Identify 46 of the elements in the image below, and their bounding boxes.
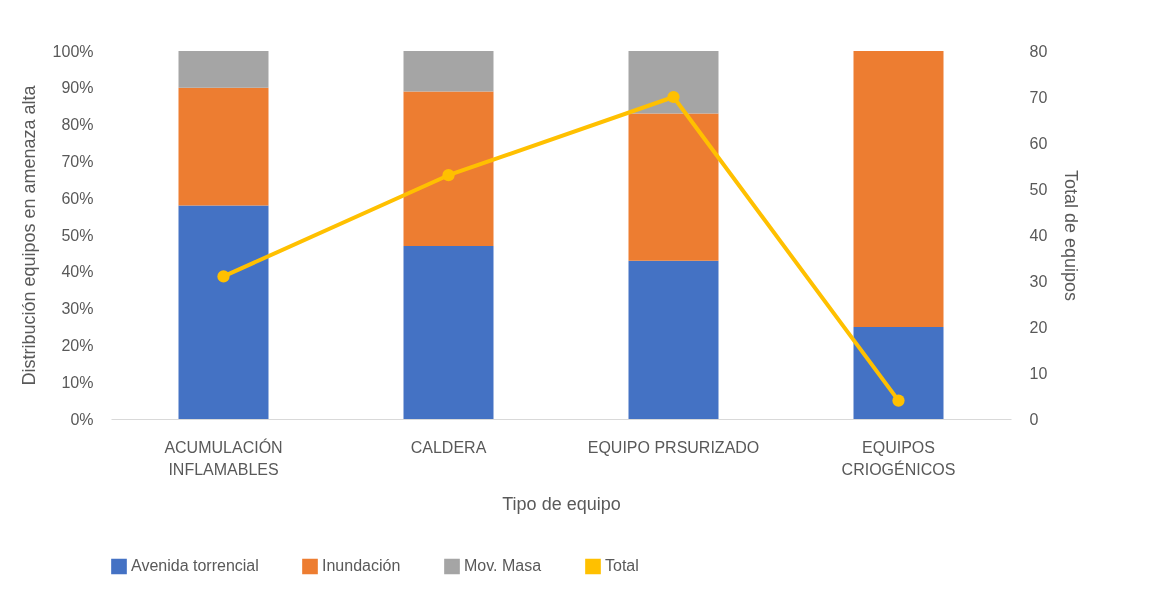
x-tick-label: EQUIPOS CRIOGÉNICOS xyxy=(841,438,956,478)
bar xyxy=(178,51,269,88)
y2-tick-label: 50 xyxy=(1029,180,1048,198)
y-tick-label: 40% xyxy=(61,263,94,281)
y-tick-label: 80% xyxy=(61,116,94,134)
x-tick-label: EQUIPO PRSURIZADO xyxy=(587,438,760,456)
y-tick-label: 20% xyxy=(61,336,94,354)
y-axis-title: Distribución equipos en amenaza alta xyxy=(18,84,39,386)
bar xyxy=(178,87,269,206)
bar xyxy=(178,205,269,419)
y-tick-label: 0% xyxy=(70,410,94,428)
y-tick-label: 10% xyxy=(61,373,94,391)
bar xyxy=(628,51,719,114)
y-tick-label: 50% xyxy=(61,226,94,244)
bar xyxy=(853,51,944,327)
y-tick-label: 30% xyxy=(61,300,94,318)
point xyxy=(217,270,230,283)
legend-label: Inundación xyxy=(322,557,401,575)
legend-label: Avenida torrencial xyxy=(131,557,259,575)
y-tick-label: 90% xyxy=(61,79,94,97)
y2-tick-label: 80 xyxy=(1029,42,1048,60)
y2-tick-label: 40 xyxy=(1029,226,1048,244)
point xyxy=(442,169,455,182)
y2-tick-label: 30 xyxy=(1029,272,1048,290)
x-axis-title: Tipo de equipo xyxy=(502,493,621,514)
y2-tick-label: 0 xyxy=(1029,410,1039,428)
y2-tick-label: 60 xyxy=(1029,134,1048,152)
y-tick-label: 70% xyxy=(61,152,94,170)
bar xyxy=(403,91,494,247)
bar xyxy=(628,260,719,419)
legend-label: Total xyxy=(605,557,639,575)
bar xyxy=(403,51,494,92)
bar xyxy=(403,246,494,419)
x-tick-label: ACUMULACIÓN INFLAMABLES xyxy=(164,437,283,478)
y2-tick-label: 10 xyxy=(1029,364,1048,382)
legend-label: Mov. Masa xyxy=(464,557,542,575)
x-tick-label: CALDERA xyxy=(410,438,487,456)
y-tick-label: 60% xyxy=(61,189,94,207)
y2-tick-label: 70 xyxy=(1029,88,1048,106)
y2-tick-label: 20 xyxy=(1029,318,1048,336)
bar xyxy=(853,327,944,419)
point xyxy=(667,90,680,104)
y-tick-label: 100% xyxy=(52,42,94,60)
point xyxy=(892,394,905,407)
bar xyxy=(628,113,719,261)
y2-axis-title: Total de equipos xyxy=(1061,169,1082,302)
